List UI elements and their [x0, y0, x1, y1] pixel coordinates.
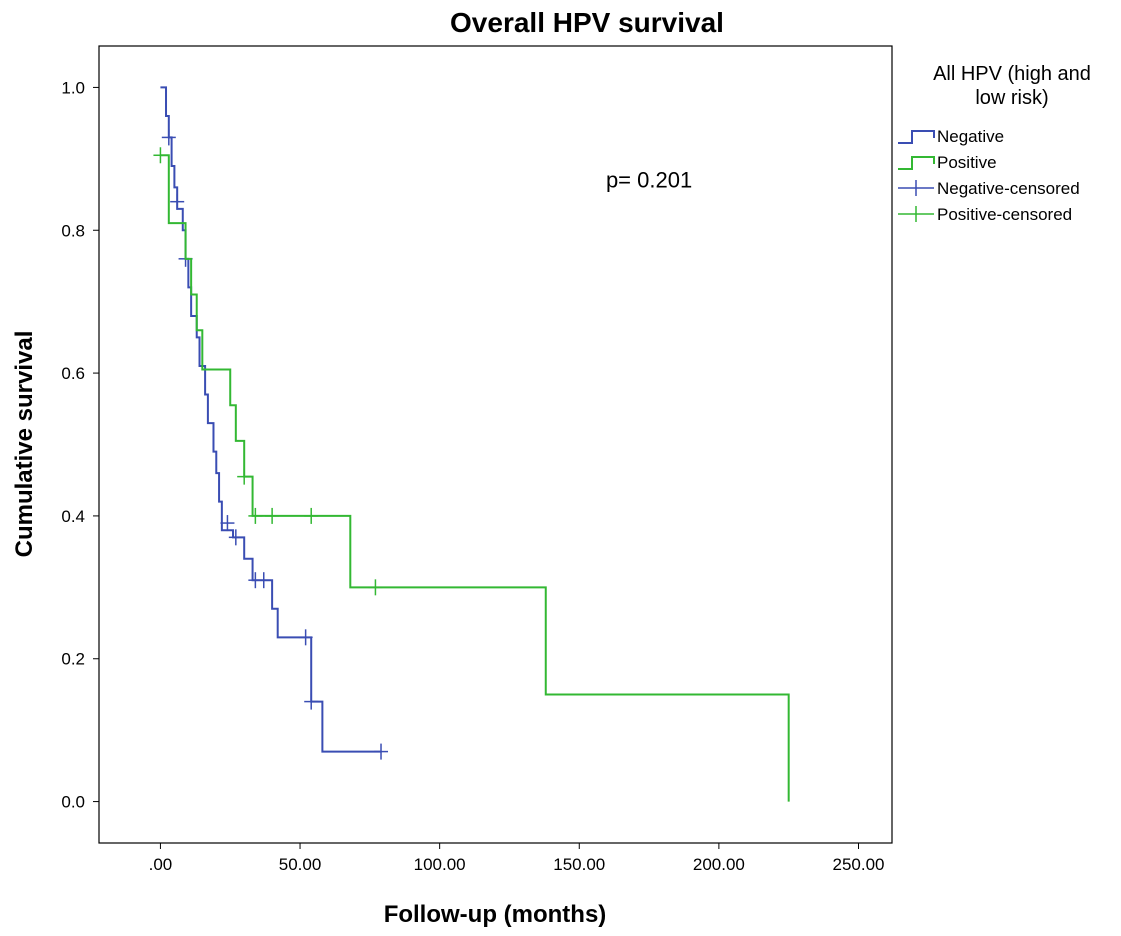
x-tick-label: .00 [149, 855, 173, 874]
x-axis: .00 50.00 100.00 150.00 200.00 250.00 [149, 843, 884, 874]
legend-item-positive: Positive [898, 153, 997, 172]
negative-censor-mark [256, 572, 271, 589]
x-tick-label: 200.00 [693, 855, 745, 874]
y-tick-label: 0.4 [61, 507, 85, 526]
negative-censor-mark [220, 515, 235, 532]
legend-label: Negative-censored [937, 179, 1080, 198]
legend: All HPV (high and low risk) Negative Posi… [898, 63, 1091, 224]
y-tick-label: 0.0 [61, 793, 85, 812]
plot-frame [98, 45, 893, 844]
negative-censor-mark [161, 129, 176, 146]
positive-censor-mark [153, 147, 168, 164]
legend-swatch [898, 180, 934, 196]
negative-censor-mark [374, 743, 389, 760]
y-tick-label: 1.0 [61, 78, 85, 97]
legend-title-line-1: All HPV (high and [933, 63, 1091, 85]
x-tick-label: 250.00 [832, 855, 884, 874]
x-tick-label: 100.00 [414, 855, 466, 874]
legend-label: Negative [937, 127, 1004, 146]
legend-title-line-2: low risk) [975, 87, 1048, 109]
p-value-annotation: p= 0.201 [606, 167, 692, 192]
y-tick-label: 0.8 [61, 221, 85, 240]
positive-censor-mark [248, 507, 263, 524]
positive-survival-curve [160, 154, 790, 802]
legend-swatch [898, 156, 935, 170]
chart-title: Overall HPV survival [450, 7, 724, 38]
legend-swatch [898, 130, 935, 144]
legend-label: Positive [937, 153, 997, 172]
series-layer [153, 86, 790, 802]
legend-item-negative-censored: Negative-censored [898, 179, 1080, 198]
y-axis-label: Cumulative survival [11, 331, 38, 558]
negative-censor-mark [298, 629, 313, 646]
x-tick-label: 150.00 [553, 855, 605, 874]
y-axis: 0.0 0.2 0.4 0.6 0.8 1.0 [61, 78, 99, 812]
positive-censor-mark [237, 468, 252, 485]
positive-censor-mark [368, 579, 383, 596]
legend-label: Positive-censored [937, 205, 1072, 224]
y-tick-label: 0.6 [61, 364, 85, 383]
positive-censor-mark [304, 507, 319, 524]
annotation-layer: p= 0.201 [606, 167, 692, 192]
positive-censor-mark [265, 507, 280, 524]
legend-swatch [898, 206, 934, 222]
negative-censor-mark [170, 193, 185, 210]
x-tick-label: 50.00 [279, 855, 322, 874]
x-axis-label: Follow-up (months) [384, 901, 607, 928]
legend-item-positive-censored: Positive-censored [898, 205, 1072, 224]
y-tick-label: 0.2 [61, 650, 85, 669]
legend-item-negative: Negative [898, 127, 1004, 146]
negative-censor-mark [304, 693, 319, 710]
negative-censor-mark [228, 529, 243, 546]
legend-entries: Negative Positive Negative-censored Positiv… [898, 127, 1080, 224]
